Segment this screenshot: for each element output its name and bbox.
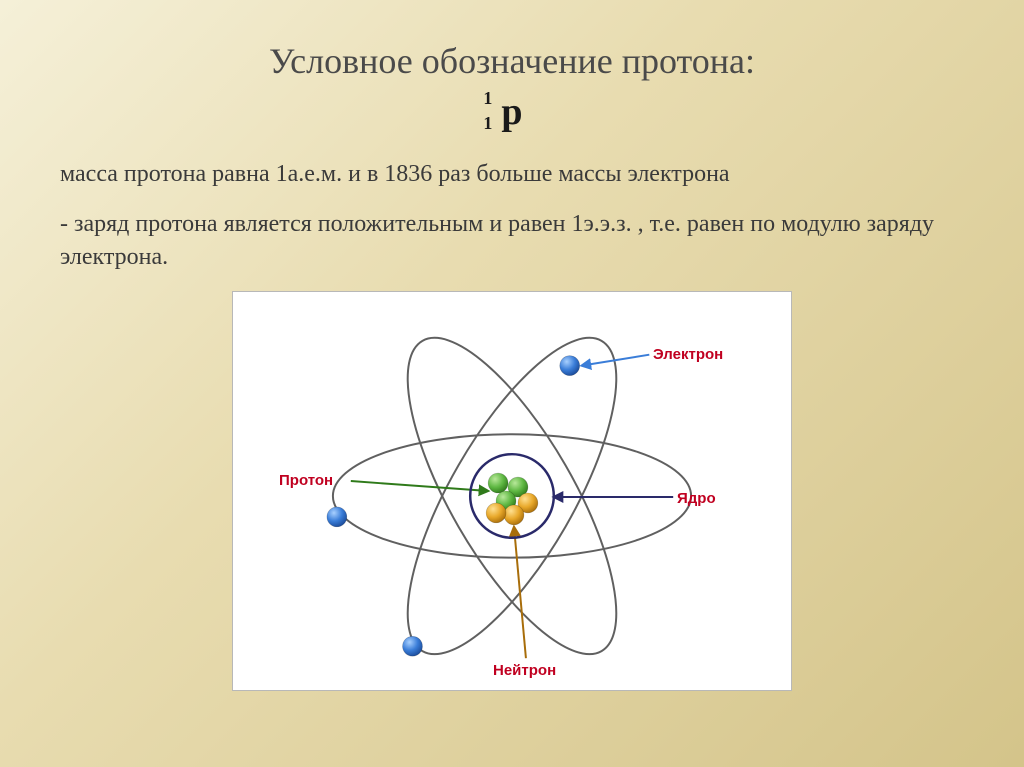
proton-particle (488, 473, 508, 493)
body-line-1: масса протона равна 1а.е.м. и в 1836 раз… (60, 158, 964, 190)
label-proton: Протон (279, 472, 333, 489)
arrow-proton (351, 481, 488, 491)
mass-number: 1 (483, 88, 492, 109)
electron-group (327, 356, 580, 656)
atomic-number: 1 (483, 113, 492, 134)
electron-particle (327, 507, 347, 527)
body-line-2: - заряд протона является положительным и… (60, 208, 964, 273)
atom-diagram: Электрон Протон Ядро Нейтрон (232, 291, 792, 691)
proton-notation: 1 1 p (60, 90, 964, 134)
proton-symbol: p (501, 91, 522, 133)
label-electron: Электрон (653, 346, 723, 363)
neutron-particle (504, 505, 524, 525)
neutron-particle (486, 503, 506, 523)
label-nucleus: Ядро (677, 490, 716, 507)
electron-particle (560, 356, 580, 376)
arrow-neutron (514, 527, 526, 658)
slide: Условное обозначение протона: 1 1 p масс… (0, 0, 1024, 767)
slide-title: Условное обозначение протона: (60, 40, 964, 82)
label-neutron: Нейтрон (493, 662, 556, 679)
electron-particle (403, 636, 423, 656)
